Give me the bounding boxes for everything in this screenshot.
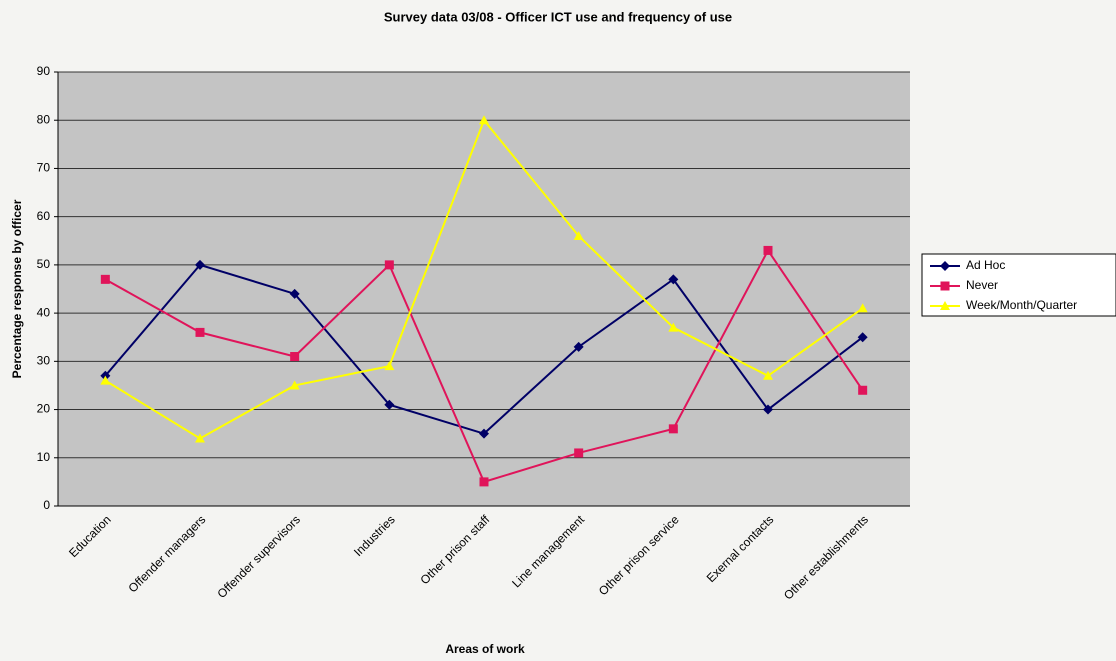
point xyxy=(668,424,678,434)
point xyxy=(763,370,773,380)
y-tick-label: 80 xyxy=(37,112,51,126)
y-tick-label: 50 xyxy=(37,257,51,271)
x-axis-label: Areas of work xyxy=(445,642,525,656)
point xyxy=(100,375,111,385)
y-tick-label: 10 xyxy=(37,450,51,464)
legend-label: Never xyxy=(966,278,998,292)
point xyxy=(384,399,395,410)
point xyxy=(763,404,773,415)
x-tick-label: Other prison service xyxy=(596,512,682,598)
point xyxy=(289,380,300,390)
legend-marker xyxy=(940,281,950,291)
x-tick-label: Other prison staff xyxy=(418,512,493,587)
point xyxy=(195,327,205,337)
y-tick-label: 0 xyxy=(43,498,50,512)
point xyxy=(573,230,584,240)
legend-marker xyxy=(940,261,950,271)
y-tick-label: 70 xyxy=(37,161,51,175)
point xyxy=(290,352,300,362)
y-tick-label: 30 xyxy=(37,354,51,368)
legend-marker xyxy=(940,301,950,310)
y-tick-label: 20 xyxy=(37,402,51,416)
point xyxy=(763,245,773,255)
point xyxy=(479,477,489,487)
point xyxy=(195,433,205,443)
point xyxy=(574,448,584,458)
point xyxy=(289,288,300,299)
x-tick-label: Offender managers xyxy=(126,512,209,595)
y-tick-label: 40 xyxy=(37,305,51,319)
y-tick-label: 60 xyxy=(37,209,51,223)
x-tick-label: Industries xyxy=(351,512,398,559)
point xyxy=(479,428,489,439)
point xyxy=(857,332,868,343)
x-tick-label: Line management xyxy=(509,512,587,590)
plot-area xyxy=(58,72,910,506)
x-tick-label: Exernal contacts xyxy=(704,512,777,585)
x-tick-label: Offender supervisors xyxy=(215,512,304,601)
point xyxy=(858,385,868,395)
chart-title: Survey data 03/08 - Officer ICT use and … xyxy=(384,9,732,24)
point xyxy=(573,341,584,352)
point xyxy=(668,274,679,285)
legend-label: Week/Month/Quarter xyxy=(966,298,1077,312)
legend-label: Ad Hoc xyxy=(966,258,1005,272)
x-tick-label: Other establishments xyxy=(781,512,871,602)
point xyxy=(384,361,395,371)
point xyxy=(668,322,679,332)
y-axis-label: Percentage response by officer xyxy=(10,199,24,378)
point xyxy=(100,274,110,284)
point xyxy=(384,260,394,270)
y-tick-label: 90 xyxy=(37,64,51,78)
point xyxy=(195,259,205,270)
x-tick-label: Education xyxy=(66,512,114,560)
point xyxy=(479,115,489,125)
point xyxy=(857,303,868,313)
